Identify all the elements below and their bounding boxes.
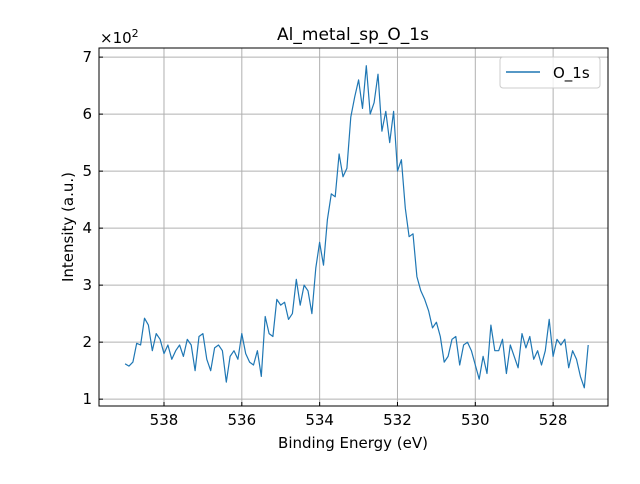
x-tick-label: 536 bbox=[227, 411, 256, 429]
grid bbox=[99, 48, 608, 406]
x-axis-label: Binding Energy (eV) bbox=[278, 434, 428, 452]
series-line-o-1s bbox=[124, 65, 589, 389]
y-tick-label: 4 bbox=[82, 219, 92, 237]
y-tick-label: 2 bbox=[82, 333, 92, 351]
y-tick-label: 7 bbox=[82, 48, 92, 66]
y-multiplier: ×102 bbox=[100, 27, 139, 47]
legend-label-o1s: O_1s bbox=[553, 64, 590, 83]
plot-frame bbox=[98, 47, 609, 407]
x-tick-label: 530 bbox=[461, 411, 490, 429]
y-tick-label: 5 bbox=[82, 162, 92, 180]
y-tick-label: 6 bbox=[82, 105, 92, 123]
y-multiplier-exp: 2 bbox=[132, 27, 139, 40]
ticks: 538 536 534 532 530 528 1 2 3 4 5 6 7 bbox=[82, 48, 567, 429]
x-tick-label: 532 bbox=[383, 411, 412, 429]
y-tick-label: 1 bbox=[82, 390, 92, 408]
x-tick-label: 534 bbox=[305, 411, 334, 429]
legend-box bbox=[499, 56, 601, 89]
series-layer bbox=[124, 65, 589, 389]
y-tick-label: 3 bbox=[82, 276, 92, 294]
x-tick-label: 528 bbox=[539, 411, 568, 429]
chart-title: Al_metal_sp_O_1s bbox=[277, 25, 429, 45]
y-axis-label: Intensity (a.u.) bbox=[59, 172, 77, 282]
legend: O_1s bbox=[499, 56, 601, 89]
x-tick-label: 538 bbox=[150, 411, 179, 429]
y-multiplier-base: ×10 bbox=[100, 29, 132, 47]
